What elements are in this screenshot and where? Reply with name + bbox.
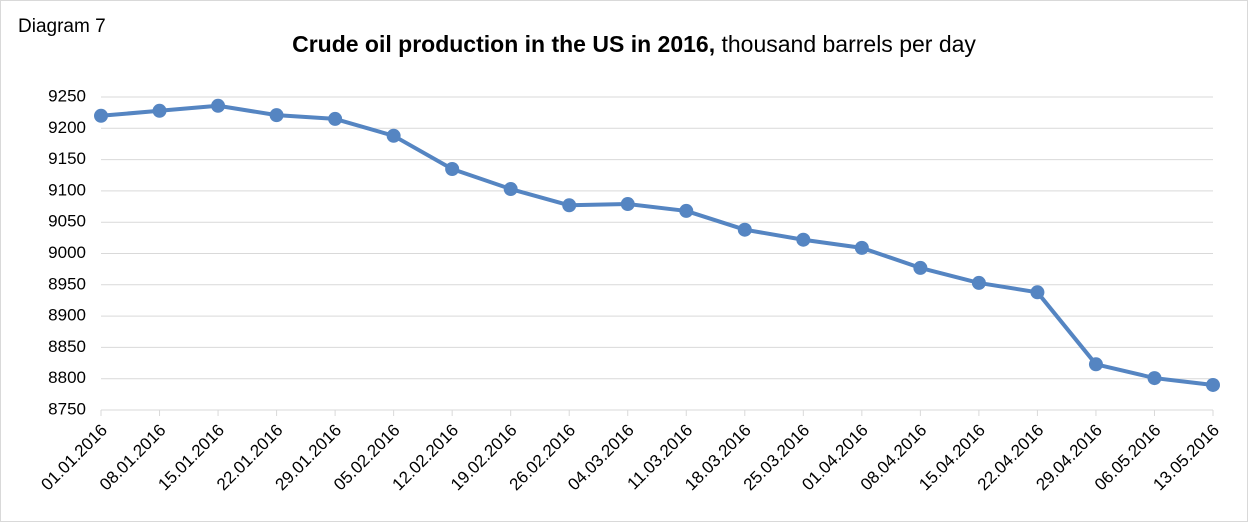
data-point — [211, 98, 226, 113]
y-tick-label: 8750 — [48, 399, 86, 418]
y-tick-label: 9250 — [48, 86, 86, 105]
subtitle: thousand barrels per day — [721, 31, 976, 57]
y-tick-label: 8800 — [48, 368, 86, 387]
chart-title: Crude oil production in the US in 2016, … — [292, 31, 976, 57]
data-point — [269, 108, 284, 123]
title: Crude oil production in the US in 2016, — [292, 31, 715, 57]
data-point — [971, 275, 986, 290]
data-point — [913, 260, 928, 275]
y-tick-label: 9100 — [48, 180, 86, 199]
data-point — [1030, 285, 1045, 300]
data-point — [562, 198, 577, 213]
data-point — [386, 128, 401, 143]
series-line — [100, 103, 1214, 387]
y-tick-label: 8950 — [48, 274, 86, 293]
data-point — [152, 103, 167, 118]
data-point — [445, 161, 460, 176]
data-point — [737, 222, 752, 237]
y-tick-label: 9000 — [48, 243, 86, 262]
y-tick-label: 8900 — [48, 306, 86, 325]
y-tick-label: 9150 — [48, 149, 86, 168]
data-point — [796, 232, 811, 247]
data-point — [1088, 357, 1103, 372]
data-point — [620, 197, 635, 212]
diagram-label: Diagram 7 — [18, 16, 106, 37]
data-point — [679, 203, 694, 218]
data-point — [854, 240, 869, 255]
data-point — [1147, 371, 1162, 386]
y-tick-label: 9200 — [48, 118, 86, 137]
data-point — [1206, 377, 1220, 392]
data-point — [328, 111, 343, 126]
y-tick-label: 8850 — [48, 337, 86, 356]
data-point — [503, 182, 518, 197]
y-tick-label: 9050 — [48, 212, 86, 231]
data-point — [94, 108, 108, 123]
